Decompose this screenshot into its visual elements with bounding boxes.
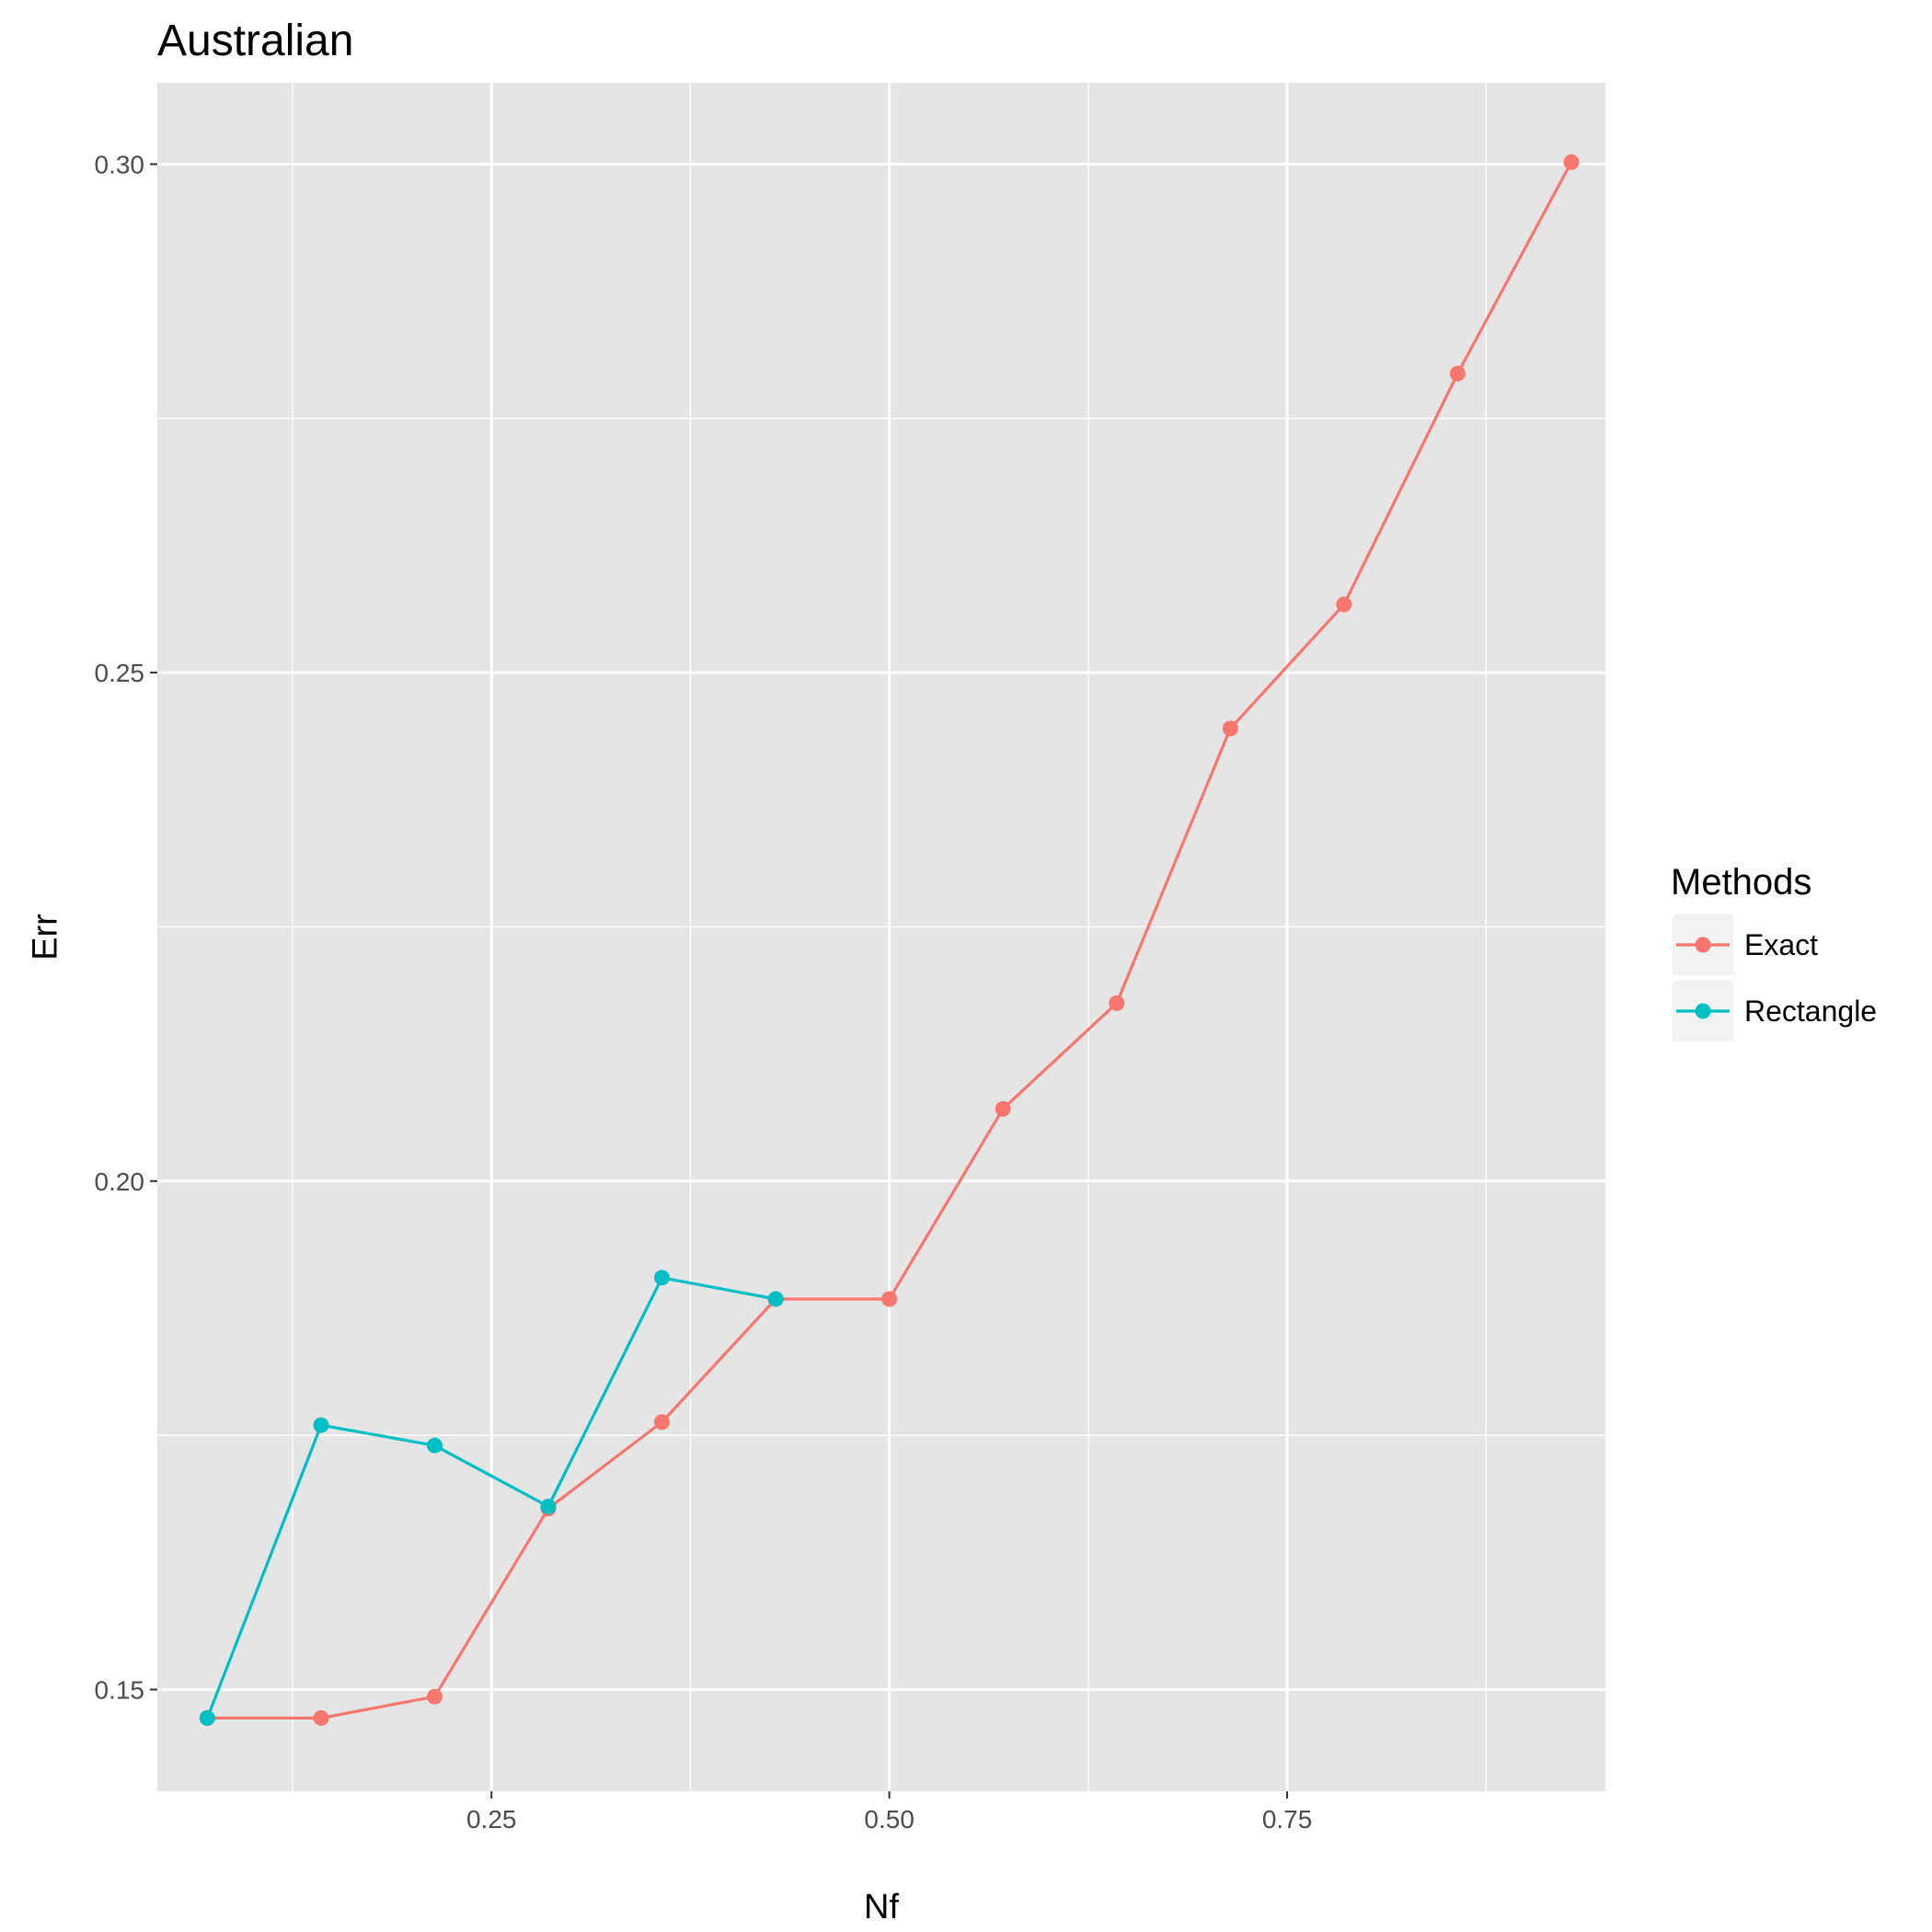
exact-point bbox=[653, 1414, 670, 1431]
exact-point bbox=[1449, 365, 1466, 382]
y-tick-label: 0.15 bbox=[95, 1675, 145, 1704]
rectangle-point bbox=[426, 1437, 443, 1454]
legend-point-rectangle bbox=[1695, 1003, 1711, 1019]
exact-point bbox=[313, 1709, 329, 1726]
rectangle-point bbox=[767, 1291, 784, 1307]
plot-panel bbox=[157, 83, 1605, 1791]
minor-gridlines bbox=[157, 83, 1605, 1791]
exact-point bbox=[1563, 154, 1580, 170]
y-tick-label: 0.25 bbox=[95, 659, 145, 687]
axes: 0.25 0.50 0.75 0.15 0.20 0.25 0.30 bbox=[95, 150, 1313, 1834]
legend-title: Methods bbox=[1671, 862, 1811, 903]
major-gridlines bbox=[157, 83, 1605, 1791]
rectangle-point bbox=[199, 1709, 215, 1726]
legend: Methods Exact Rectangle bbox=[1671, 862, 1877, 1041]
x-tick-label: 0.50 bbox=[864, 1805, 914, 1834]
x-tick-label: 0.25 bbox=[466, 1805, 517, 1834]
legend-label-exact: Exact bbox=[1744, 928, 1818, 961]
rectangle-series-line bbox=[205, 1276, 776, 1719]
x-axis-title: Nf bbox=[864, 1888, 899, 1926]
series-layer bbox=[199, 154, 1580, 1726]
exact-point bbox=[1222, 720, 1238, 737]
rectangle-point bbox=[653, 1270, 670, 1286]
legend-point-exact bbox=[1695, 937, 1711, 953]
x-tick-label: 0.75 bbox=[1262, 1805, 1313, 1834]
chart-title: Australian bbox=[157, 17, 353, 65]
exact-point bbox=[881, 1291, 898, 1307]
y-tick-label: 0.20 bbox=[95, 1167, 145, 1196]
y-tick-label: 0.30 bbox=[95, 150, 145, 178]
exact-point bbox=[426, 1688, 443, 1705]
exact-point bbox=[1336, 596, 1352, 613]
exact-point bbox=[1109, 995, 1125, 1011]
rectangle-point bbox=[540, 1499, 557, 1514]
rectangle-point bbox=[313, 1417, 329, 1433]
y-axis-title: Err bbox=[26, 914, 64, 960]
legend-label-rectangle: Rectangle bbox=[1744, 995, 1877, 1028]
exact-point bbox=[995, 1100, 1011, 1117]
